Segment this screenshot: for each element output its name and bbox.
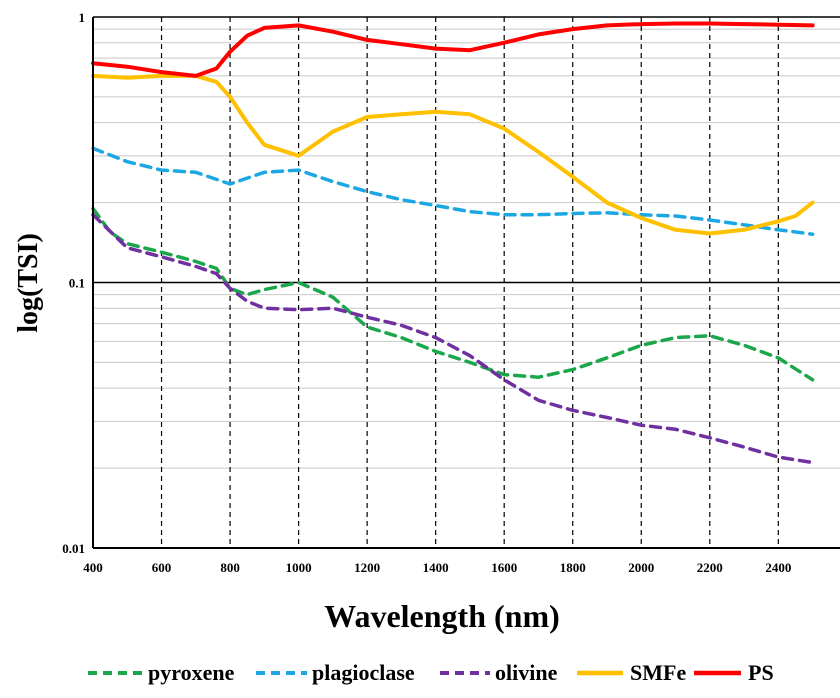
legend-label-pyroxene: pyroxene <box>148 660 235 685</box>
x-tick-label: 1600 <box>491 560 517 575</box>
x-tick-label: 1800 <box>560 560 586 575</box>
legend-label-olivine: olivine <box>495 660 558 685</box>
y-tick-label: 0.01 <box>62 541 85 556</box>
legend-label-plagioclase: plagioclase <box>312 660 415 685</box>
legend: pyroxene plagioclase olivine SMFe PS <box>88 660 774 685</box>
x-tick-label: 600 <box>152 560 172 575</box>
x-tick-label: 2000 <box>628 560 654 575</box>
series-line-smfe <box>91 73 815 236</box>
series-line-ps <box>91 21 815 78</box>
legend-label-ps: PS <box>748 660 774 685</box>
x-tick-label: 1400 <box>423 560 449 575</box>
y-axis-title: log(TSI) <box>13 233 44 333</box>
tick-labels: 400 600 800 1000 1200 1400 1600 1800 2000 2200 240… <box>62 10 791 575</box>
y-tick-label: 0.1 <box>69 276 85 291</box>
x-tick-label: 400 <box>83 560 103 575</box>
series-layer <box>91 21 815 465</box>
x-tick-label: 1200 <box>354 560 380 575</box>
legend-label-smfe: SMFe <box>630 660 686 685</box>
grid <box>93 16 840 549</box>
x-tick-label: 800 <box>220 560 240 575</box>
y-tick-label: 1 <box>79 10 86 25</box>
series-line-plagioclase <box>91 146 815 236</box>
x-tick-label: 2400 <box>765 560 791 575</box>
series-line-pyroxene <box>91 206 815 382</box>
x-tick-label: 2200 <box>697 560 723 575</box>
x-axis-title: Wavelength (nm) <box>324 598 560 634</box>
axes <box>92 17 840 549</box>
series-line-olivine <box>91 212 815 465</box>
x-tick-label: 1000 <box>286 560 312 575</box>
